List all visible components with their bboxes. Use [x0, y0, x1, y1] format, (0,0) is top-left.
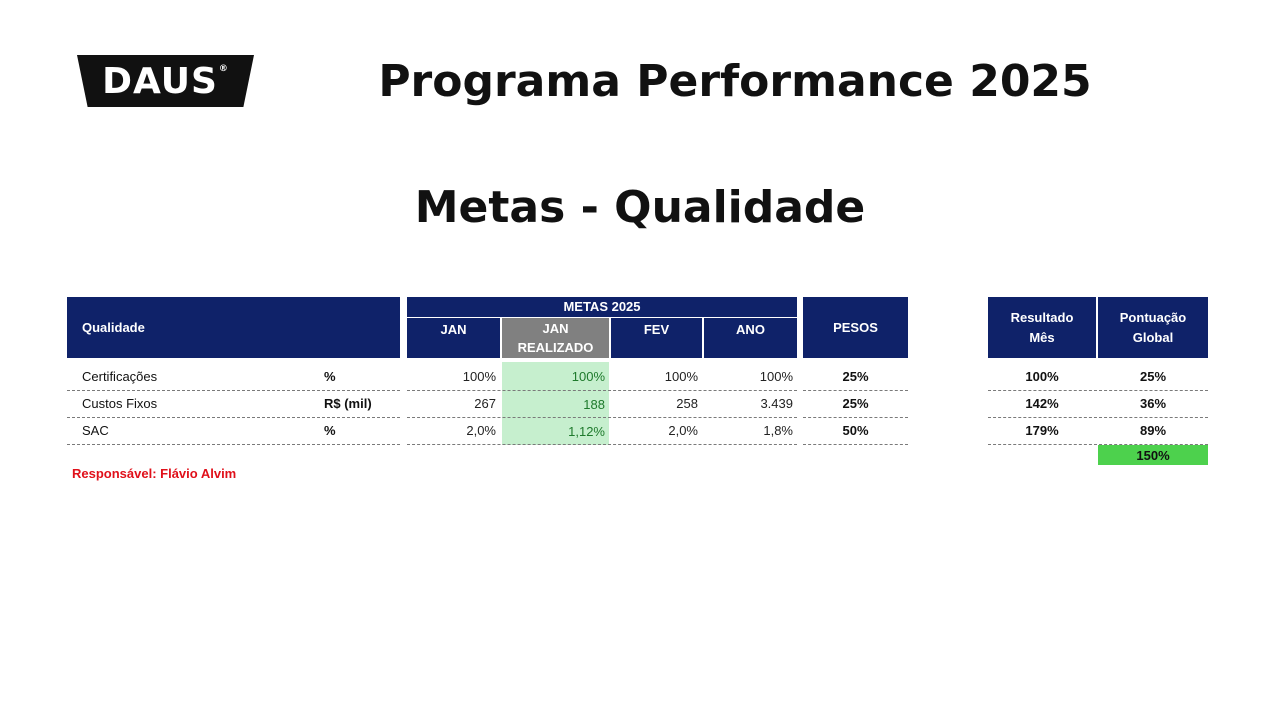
row-divider — [803, 444, 908, 445]
cell-fev: 258 — [676, 396, 698, 411]
page-subtitle: Metas - Qualidade — [414, 182, 866, 233]
header-pontuacao-line1: Pontuação — [1119, 309, 1187, 325]
row-divider — [67, 417, 400, 418]
row-divider — [67, 390, 400, 391]
header-pontuacao-global: Pontuação Global — [1098, 297, 1208, 358]
header-resultado-line2: Mês — [1029, 329, 1055, 345]
header-fev: FEV — [611, 318, 702, 358]
row-name: Custos Fixos — [82, 396, 158, 411]
cell-ano: 1,8% — [763, 423, 793, 438]
row-divider — [988, 417, 1208, 418]
cell-peso: 25% — [842, 369, 869, 384]
row-unit: R$ (mil) — [324, 396, 372, 411]
daus-logo: DAUS ® — [77, 55, 254, 107]
header-jan: JAN — [407, 318, 500, 358]
cell-jan: 2,0% — [466, 423, 496, 438]
cell-jan: 267 — [474, 396, 496, 411]
row-divider — [988, 444, 1208, 445]
cell-peso: 25% — [842, 396, 869, 411]
header-resultado-mes: Resultado Mês — [988, 297, 1096, 358]
row-divider — [988, 390, 1208, 391]
header-jan-realizado-line2: REALIZADO — [517, 340, 594, 355]
total-pontuacao: 150% — [1098, 445, 1208, 465]
row-divider — [407, 417, 797, 418]
cell-fev: 100% — [664, 369, 698, 384]
row-name: Certificações — [82, 369, 158, 384]
header-pontuacao-line2: Global — [1132, 329, 1174, 345]
row-name: SAC — [82, 423, 109, 438]
cell-jan-realizado: 188 — [502, 391, 609, 418]
cell-jan-realizado: 100% — [502, 362, 609, 391]
responsavel-label: Responsável: Flávio Alvim — [72, 466, 237, 481]
row-divider — [407, 390, 797, 391]
header-pesos: PESOS — [803, 297, 908, 358]
header-jan-realizado: JAN REALIZADO — [502, 318, 609, 358]
page-title: Programa Performance 2025 — [378, 56, 1092, 107]
cell-peso: 50% — [842, 423, 869, 438]
header-jan-realizado-line1: JAN — [542, 321, 569, 336]
cell-pontuacao: 36% — [1139, 396, 1167, 411]
cell-ano: 100% — [759, 369, 793, 384]
cell-jan: 100% — [462, 369, 496, 384]
cell-pontuacao: 25% — [1139, 369, 1167, 384]
cell-resultado: 142% — [1025, 396, 1059, 411]
registered-mark: ® — [218, 64, 229, 74]
logo-text: DAUS — [102, 60, 218, 102]
header-qualidade: Qualidade — [67, 297, 400, 358]
cell-resultado: 179% — [1025, 423, 1059, 438]
cell-ano: 3.439 — [760, 396, 793, 411]
cell-jan-realizado: 1,12% — [502, 418, 609, 445]
header-metas-2025: METAS 2025 — [407, 297, 797, 317]
row-unit: % — [324, 423, 336, 438]
header-ano: ANO — [704, 318, 797, 358]
row-divider — [67, 444, 400, 445]
row-divider — [803, 390, 908, 391]
row-unit: % — [324, 369, 336, 384]
header-resultado-line1: Resultado — [1010, 309, 1074, 325]
row-divider — [407, 444, 797, 445]
row-divider — [803, 417, 908, 418]
cell-fev: 2,0% — [668, 423, 698, 438]
cell-pontuacao: 89% — [1139, 423, 1167, 438]
cell-resultado: 100% — [1025, 369, 1059, 384]
